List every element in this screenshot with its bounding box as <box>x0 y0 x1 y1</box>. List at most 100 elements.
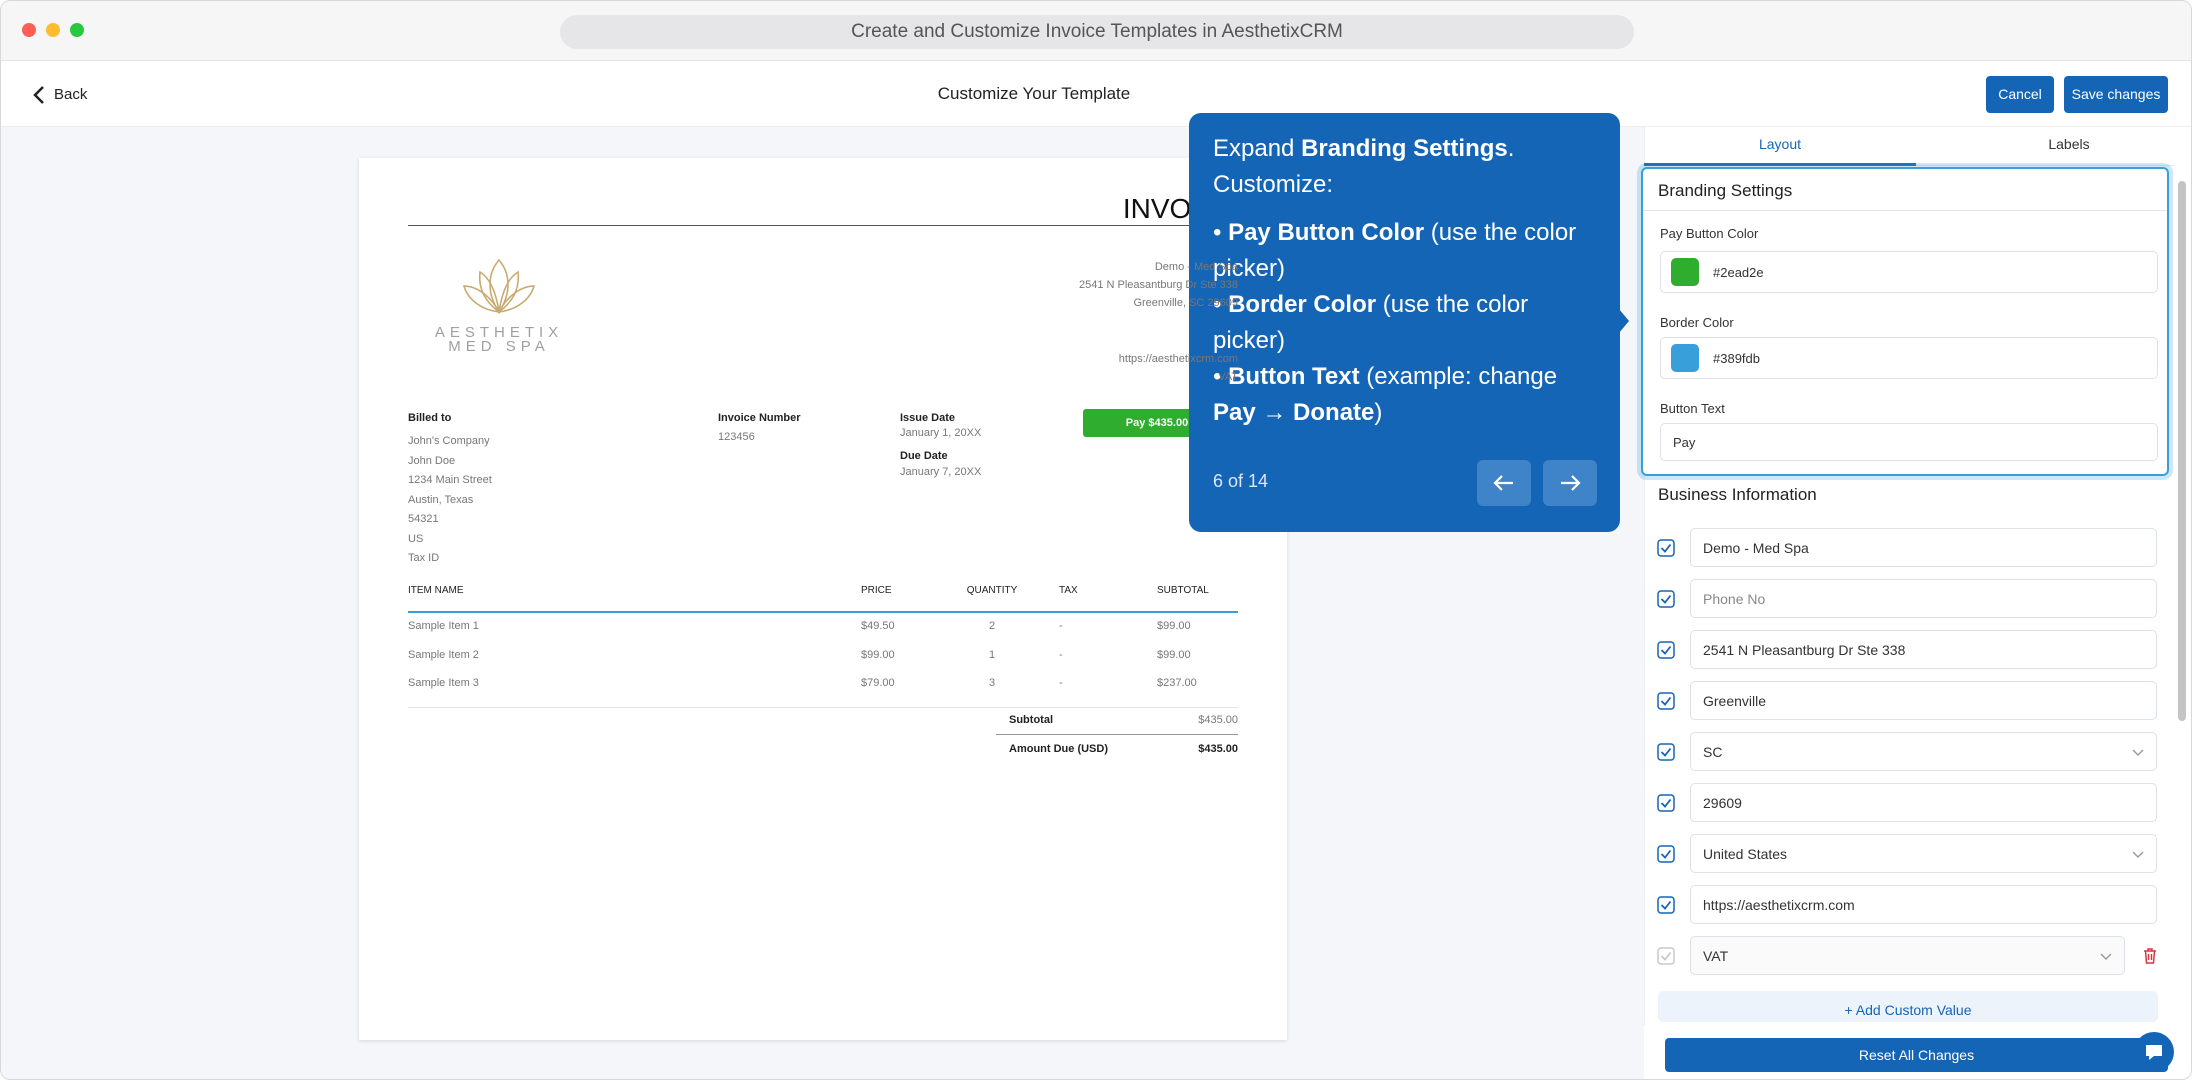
logo-text: AESTHETIX <box>434 324 564 341</box>
header <box>1 61 2191 127</box>
column-header: SUBTOTAL <box>1157 585 1209 596</box>
business-line: Demo - Med Spa <box>1154 261 1238 273</box>
table-cell: - <box>1059 620 1063 632</box>
dropdown-chevron <box>2132 749 2144 756</box>
checkbox[interactable] <box>1657 590 1675 608</box>
field-value: Phone No <box>1703 590 1766 607</box>
color-swatch[interactable] <box>1671 258 1699 286</box>
checkbox[interactable] <box>1657 692 1675 710</box>
save-button[interactable]: Save changes <box>2064 76 2168 113</box>
billed-line: US <box>408 532 424 545</box>
table-cell: Sample Item 1 <box>408 620 479 632</box>
table-cell: $99.00 <box>1157 648 1191 661</box>
checkbox[interactable] <box>1657 743 1675 761</box>
column-header: ITEM NAME <box>408 585 464 596</box>
table-header-rule <box>408 611 1238 613</box>
invoice-number-label: Invoice Number <box>718 412 801 424</box>
reset-button[interactable]: Reset All Changes <box>1665 1038 2168 1072</box>
table-cell: 1 <box>988 648 996 661</box>
due-date: January 7, 20XX <box>900 466 982 478</box>
column-header: TAX <box>1059 585 1078 596</box>
color-swatch[interactable] <box>1671 344 1699 372</box>
prev-button[interactable] <box>1477 460 1531 506</box>
tooltip-text: . Customize: <box>1213 135 1515 198</box>
billed-line: Austin, Texas <box>408 493 474 506</box>
text-input[interactable]: 2541 N Pleasantburg Dr Ste 338 <box>1690 630 2157 669</box>
business-line: https://aesthetixcrm.com <box>1118 353 1238 365</box>
logo-icon <box>462 258 536 314</box>
issue-date-label: Issue Date <box>900 412 956 424</box>
issue-date: January 1, 20XX <box>900 427 982 439</box>
dropdown[interactable]: SC <box>1690 732 2157 771</box>
scrollbar-thumb[interactable] <box>2178 181 2186 721</box>
field-value: 29609 <box>1703 794 1742 811</box>
amount-due-value: $435.00 <box>1198 743 1238 755</box>
tooltip-text: Expand <box>1213 135 1302 162</box>
invoice-paper <box>359 158 1287 1040</box>
billed-to-label: Billed to <box>408 412 452 424</box>
tooltip-text: Button Text <box>1228 363 1360 390</box>
tab-underline <box>1644 163 1916 166</box>
tab-labels[interactable]: Labels <box>2048 136 2090 152</box>
table-rule <box>408 707 1238 708</box>
invoice-number: 123456 <box>718 431 755 443</box>
business-line: Greenville, SC 29609 <box>1133 297 1238 309</box>
field-label: Border Color <box>1660 315 1734 330</box>
table-cell: $79.00 <box>861 677 895 689</box>
window-title: Create and Customize Invoice Templates i… <box>560 15 1634 49</box>
column-header: QUANTITY <box>966 585 1018 596</box>
text-input[interactable]: https://aesthetixcrm.com <box>1690 885 2157 924</box>
color-input[interactable]: #389fdb <box>1660 337 2158 379</box>
tab-layout[interactable]: Layout <box>1758 136 1802 152</box>
page-title: Customize Your Template <box>937 84 1131 103</box>
dropdown[interactable]: VAT <box>1690 936 2125 975</box>
checkbox[interactable] <box>1657 641 1675 659</box>
guide-tooltip: Expand Branding Settings. Customize: • Pa… <box>1189 113 1620 532</box>
dropdown[interactable]: United States <box>1690 834 2157 873</box>
business-title: Business Information <box>1658 485 1817 504</box>
table-cell: $49.50 <box>861 620 895 632</box>
chat-button[interactable] <box>2134 1032 2174 1072</box>
branding-title: Branding Settings <box>1658 181 1793 200</box>
table-cell: - <box>1059 648 1063 661</box>
minimize-dot[interactable] <box>46 23 60 37</box>
zoom-dot[interactable] <box>70 23 84 37</box>
billed-line: 1234 Main Street <box>408 474 492 486</box>
billed-line: 54321 <box>408 513 439 525</box>
tooltip-text: (use the color picker) <box>1213 291 1529 354</box>
field-value: VAT <box>1703 947 1729 964</box>
business-line: 2541 N Pleasantburg Dr Ste 338 <box>1079 279 1238 291</box>
back-icon[interactable] <box>31 84 47 106</box>
checkbox[interactable] <box>1657 845 1675 863</box>
field-label: Pay Button Color <box>1660 226 1759 241</box>
field-label: Button Text <box>1660 401 1725 416</box>
delete-icon[interactable] <box>2142 947 2158 965</box>
tooltip-text: Branding Settings <box>1301 135 1508 162</box>
section-rule <box>1643 210 2167 211</box>
add-custom-value[interactable]: + Add Custom Value <box>1658 991 2158 1022</box>
next-button[interactable] <box>1543 460 1597 506</box>
text-input[interactable]: Greenville <box>1690 681 2157 720</box>
close-dot[interactable] <box>22 23 36 37</box>
color-value: #2ead2e <box>1713 264 1764 280</box>
back-link[interactable]: Back <box>54 86 88 103</box>
text-input[interactable]: Demo - Med Spa <box>1690 528 2157 567</box>
tooltip-text: (use the color picker) <box>1213 219 1577 282</box>
checkbox[interactable] <box>1657 896 1675 914</box>
button-text-input[interactable]: Pay <box>1660 423 2158 461</box>
billed-line: Tax ID <box>408 552 440 564</box>
cancel-button[interactable]: Cancel <box>1986 76 2054 113</box>
table-cell: $99.00 <box>861 648 895 661</box>
text-input[interactable]: 29609 <box>1690 783 2157 822</box>
checkbox[interactable] <box>1657 794 1675 812</box>
subtotal-label: Subtotal <box>1009 714 1053 726</box>
text-input[interactable]: Phone No <box>1690 579 2157 618</box>
color-input[interactable]: #2ead2e <box>1660 251 2158 293</box>
billed-line: John's Company <box>408 435 490 447</box>
heading-rule <box>408 225 1238 226</box>
checkbox[interactable] <box>1657 539 1675 557</box>
table-cell: 2 <box>988 620 996 632</box>
tooltip-text: Pay → Donate <box>1213 399 1375 426</box>
tooltip-paragraph: Expand Branding Settings. Customize: <box>1213 131 1605 203</box>
